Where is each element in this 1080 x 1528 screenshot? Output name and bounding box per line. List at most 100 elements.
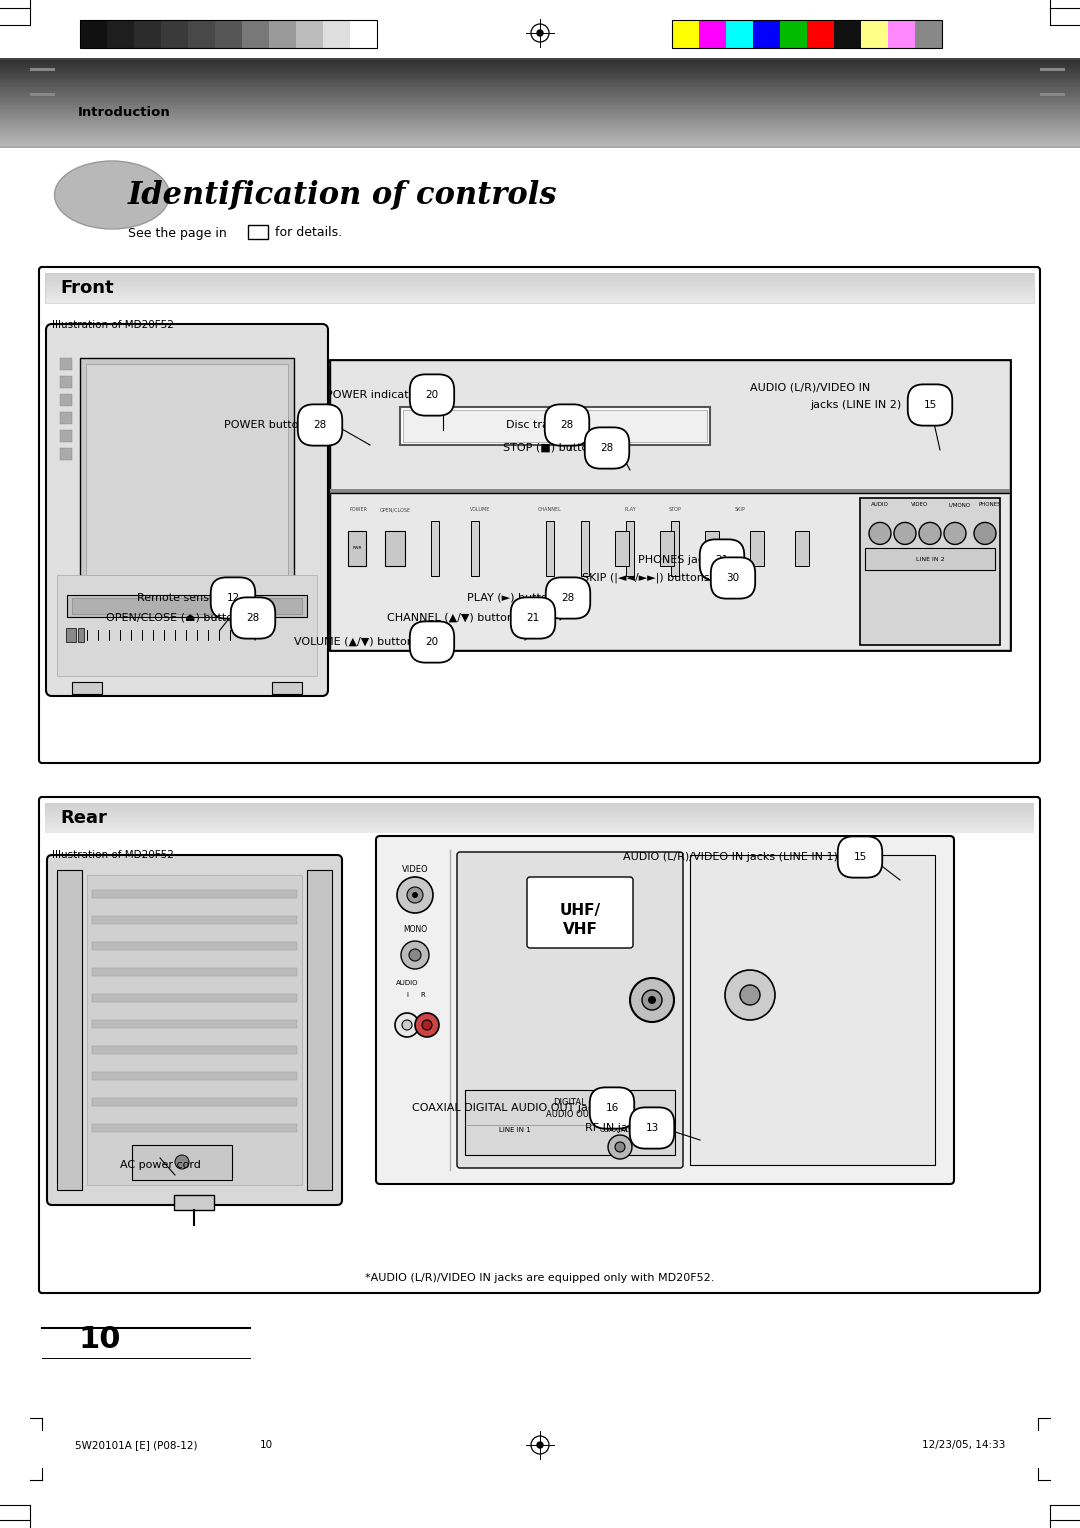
Bar: [807, 20, 834, 47]
Bar: [296, 20, 323, 47]
Text: 20: 20: [426, 390, 438, 400]
Text: Introduction: Introduction: [78, 105, 171, 119]
Bar: [92, 915, 297, 924]
Text: 28: 28: [313, 420, 326, 429]
FancyBboxPatch shape: [527, 877, 633, 947]
Bar: [330, 494, 1010, 649]
Text: I: I: [406, 992, 408, 998]
Text: VHF: VHF: [563, 923, 597, 938]
Text: POWER indicator: POWER indicator: [326, 390, 420, 400]
Bar: [348, 532, 366, 567]
Bar: [86, 364, 288, 575]
Bar: [330, 489, 1010, 494]
Text: 20: 20: [426, 637, 438, 646]
Circle shape: [894, 523, 916, 544]
Bar: [750, 532, 764, 567]
Text: Remote sensor: Remote sensor: [137, 593, 220, 604]
FancyBboxPatch shape: [46, 324, 328, 695]
Bar: [323, 20, 350, 47]
Bar: [60, 376, 72, 388]
Bar: [546, 521, 554, 576]
Text: 21: 21: [715, 555, 729, 565]
Bar: [66, 628, 76, 642]
Text: 30: 30: [727, 573, 740, 584]
Bar: [861, 20, 888, 47]
Bar: [242, 20, 269, 47]
Bar: [67, 594, 307, 617]
Bar: [107, 20, 134, 47]
Bar: [92, 941, 297, 950]
Circle shape: [411, 892, 418, 898]
Text: 13: 13: [646, 1123, 659, 1132]
Bar: [57, 575, 318, 675]
Text: LINE IN 2: LINE IN 2: [916, 556, 944, 562]
Text: 28: 28: [246, 613, 259, 623]
Text: LINE IN 1: LINE IN 1: [499, 1128, 531, 1132]
Text: POWER button: POWER button: [224, 420, 305, 429]
Text: Illustration of MD20F52: Illustration of MD20F52: [52, 319, 174, 330]
Bar: [615, 532, 629, 567]
Text: 12: 12: [227, 593, 240, 604]
FancyBboxPatch shape: [39, 798, 1040, 1293]
Text: 10: 10: [260, 1439, 273, 1450]
Bar: [80, 358, 294, 581]
Text: OPEN/CLOSE (⏏) button: OPEN/CLOSE (⏏) button: [106, 613, 240, 623]
Text: R: R: [420, 992, 426, 998]
Text: STOP (■) button: STOP (■) button: [502, 443, 595, 452]
Text: 12/23/05, 14:33: 12/23/05, 14:33: [921, 1439, 1005, 1450]
Bar: [92, 1099, 297, 1106]
Text: See the page in: See the page in: [129, 226, 227, 240]
Circle shape: [944, 523, 966, 544]
Bar: [660, 532, 674, 567]
Text: PHONES: PHONES: [978, 503, 1001, 507]
Circle shape: [422, 1021, 432, 1030]
Text: RF IN jack: RF IN jack: [584, 1123, 640, 1132]
Text: 15: 15: [923, 400, 936, 410]
Text: Disc tray: Disc tray: [505, 420, 555, 429]
Circle shape: [401, 941, 429, 969]
Bar: [780, 20, 807, 47]
Text: PLAY (►) button: PLAY (►) button: [468, 593, 555, 604]
Bar: [581, 521, 589, 576]
Text: *AUDIO (L/R)/VIDEO IN jacks are equipped only with MD20F52.: *AUDIO (L/R)/VIDEO IN jacks are equipped…: [365, 1273, 715, 1284]
Bar: [78, 628, 84, 642]
Text: 28: 28: [600, 443, 613, 452]
FancyBboxPatch shape: [376, 836, 954, 1184]
Text: PLAY: PLAY: [624, 507, 636, 512]
Bar: [795, 532, 809, 567]
Text: Rear: Rear: [60, 808, 107, 827]
Text: POWER: POWER: [349, 507, 367, 512]
Bar: [92, 1073, 297, 1080]
Bar: [915, 20, 942, 47]
Circle shape: [630, 978, 674, 1022]
Bar: [834, 20, 861, 47]
Bar: [384, 532, 405, 567]
Bar: [132, 1144, 232, 1180]
Ellipse shape: [54, 160, 170, 229]
Circle shape: [402, 1021, 411, 1030]
Bar: [72, 681, 102, 694]
Bar: [860, 498, 1000, 645]
Bar: [92, 1021, 297, 1028]
Circle shape: [415, 1013, 438, 1038]
Text: 16: 16: [606, 1103, 619, 1112]
Bar: [92, 995, 297, 1002]
Bar: [403, 410, 707, 442]
Text: CHANNEL (▲/▼) buttons: CHANNEL (▲/▼) buttons: [388, 613, 519, 623]
FancyBboxPatch shape: [39, 267, 1040, 762]
Circle shape: [740, 986, 760, 1005]
Circle shape: [642, 990, 662, 1010]
Text: Illustration of MD20F52: Illustration of MD20F52: [52, 850, 174, 860]
Bar: [699, 20, 726, 47]
Bar: [672, 20, 942, 47]
Circle shape: [537, 1442, 543, 1449]
Bar: [60, 429, 72, 442]
Bar: [888, 20, 915, 47]
Circle shape: [407, 886, 423, 903]
Text: SKIP (|◄◄/►►|) buttons: SKIP (|◄◄/►►|) buttons: [582, 573, 710, 584]
Text: MONO: MONO: [403, 924, 427, 934]
Bar: [671, 521, 679, 576]
Bar: [161, 20, 188, 47]
Bar: [431, 521, 438, 576]
Text: UHF/: UHF/: [559, 903, 600, 917]
